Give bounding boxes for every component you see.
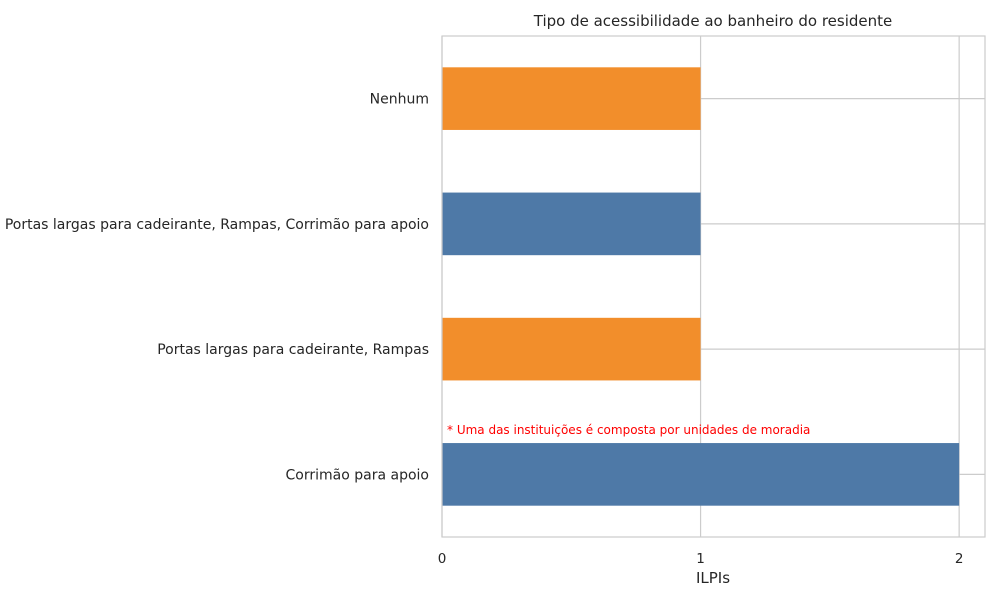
y-tick-label: Portas largas para cadeirante, Rampas bbox=[157, 342, 429, 358]
chart-annotation: * Uma das instituições é composta por un… bbox=[447, 423, 810, 437]
y-tick-label: Corrimão para apoio bbox=[286, 467, 429, 483]
x-tick-label: 2 bbox=[955, 551, 964, 567]
chart-title: Tipo de acessibilidade ao banheiro do re… bbox=[533, 12, 893, 30]
y-tick-label: Portas largas para cadeirante, Rampas, C… bbox=[5, 217, 429, 233]
bars bbox=[442, 67, 960, 506]
plot-frame bbox=[441, 35, 986, 538]
x-tick-label: 0 bbox=[438, 551, 447, 567]
y-tick-label: Nenhum bbox=[370, 92, 429, 108]
bar bbox=[442, 317, 701, 381]
y-tick-labels: Nenhum Portas largas para cadeirante, Ram… bbox=[5, 92, 429, 484]
bar bbox=[442, 192, 701, 256]
x-tick-labels: 0 1 2 bbox=[438, 551, 964, 567]
x-tick-label: 1 bbox=[696, 551, 705, 567]
x-axis-label: ILPIs bbox=[696, 569, 730, 587]
bar bbox=[442, 67, 701, 130]
bar bbox=[442, 443, 960, 506]
